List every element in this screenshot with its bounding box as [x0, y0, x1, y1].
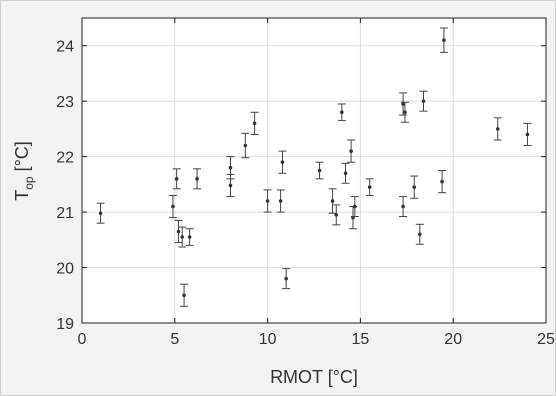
y-axis-title: Top [°C]	[12, 141, 36, 201]
data-point	[282, 268, 291, 290]
marker	[525, 132, 530, 137]
data-point	[439, 27, 448, 53]
marker	[278, 199, 283, 203]
data-point	[493, 117, 502, 141]
plot-border	[81, 17, 547, 324]
data-point	[332, 204, 341, 226]
data-point	[226, 173, 235, 198]
data-point	[347, 139, 356, 163]
marker	[417, 232, 422, 237]
data-point	[276, 189, 285, 213]
grid-lines	[82, 18, 546, 323]
marker	[171, 204, 175, 209]
data-point	[410, 175, 419, 199]
data-point	[337, 103, 346, 122]
marker	[401, 102, 405, 106]
y-tick-label: 21	[56, 205, 74, 222]
marker	[243, 143, 248, 148]
data-point	[523, 122, 532, 147]
marker	[252, 121, 257, 126]
data-point	[341, 162, 350, 184]
marker	[440, 179, 444, 184]
y-tick-label: 20	[56, 261, 74, 278]
data-point	[399, 196, 408, 218]
y-axis-title-unit: [°C]	[12, 141, 32, 176]
marker	[228, 165, 233, 170]
marker	[340, 110, 344, 115]
marker	[180, 235, 185, 239]
data-point	[438, 170, 447, 194]
marker	[495, 127, 500, 131]
marker	[265, 199, 270, 203]
marker	[334, 213, 339, 217]
data-point	[350, 196, 359, 218]
marker	[353, 204, 357, 209]
data-point	[365, 178, 374, 196]
axis-ticks: 0 5 10 15 20 25 19 20 21 22 23 24	[56, 18, 555, 348]
marker	[349, 149, 353, 153]
marker	[195, 177, 199, 181]
x-tick-label: 10	[259, 331, 277, 348]
data-point	[400, 101, 409, 123]
marker	[330, 199, 335, 203]
x-axis-title: RMOT [°C]	[270, 367, 358, 387]
data-point	[328, 188, 337, 214]
marker	[442, 38, 446, 42]
marker	[343, 171, 348, 176]
marker	[280, 160, 285, 164]
data-point	[415, 223, 424, 245]
marker	[187, 235, 192, 239]
data-points	[96, 27, 532, 307]
marker	[174, 177, 179, 181]
marker	[412, 185, 417, 189]
marker	[421, 99, 426, 103]
plot-area	[82, 18, 546, 323]
marker	[284, 276, 288, 281]
y-axis-title-sub: op	[22, 176, 36, 190]
marker	[401, 204, 405, 209]
x-tick-label: 20	[444, 331, 462, 348]
marker	[176, 229, 181, 234]
data-point	[241, 132, 250, 159]
data-point	[419, 90, 428, 112]
data-point	[315, 161, 324, 180]
marker	[367, 185, 372, 189]
data-point	[185, 228, 194, 246]
marker	[228, 183, 233, 188]
x-tick-label: 5	[170, 331, 179, 348]
marker	[403, 110, 407, 115]
x-tick-label: 15	[352, 331, 370, 348]
y-axis-title-main: T	[12, 190, 32, 201]
marker	[317, 168, 322, 173]
data-point	[168, 194, 177, 219]
data-point	[278, 150, 287, 174]
data-point	[96, 202, 105, 224]
y-tick-label: 22	[56, 150, 74, 167]
y-tick-label: 19	[56, 316, 74, 333]
data-point	[180, 283, 189, 307]
marker	[182, 293, 186, 298]
data-point	[250, 111, 259, 135]
data-point	[178, 226, 187, 248]
y-tick-label: 23	[56, 94, 74, 111]
data-point	[174, 219, 183, 244]
data-point	[193, 168, 202, 190]
data-point	[263, 189, 272, 213]
marker	[98, 211, 103, 215]
data-point	[172, 168, 181, 190]
x-tick-label: 25	[537, 331, 555, 348]
y-tick-label: 24	[56, 39, 74, 56]
x-tick-label: 0	[78, 331, 87, 348]
data-point	[399, 92, 408, 116]
